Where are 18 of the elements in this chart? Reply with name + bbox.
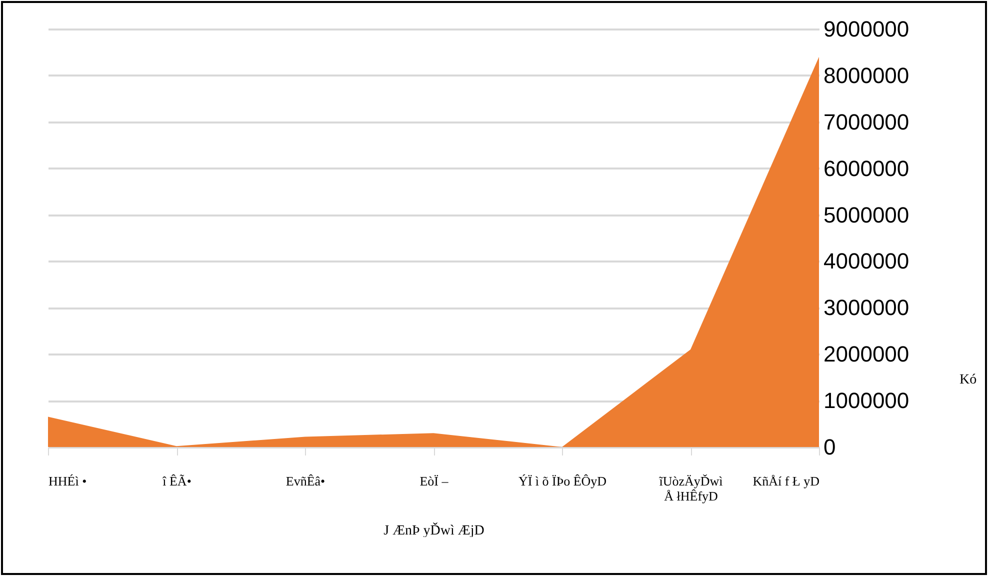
y-tick-label: 5000000 xyxy=(824,202,910,228)
y-tick-label: 4000000 xyxy=(824,248,910,274)
y-tick-label: 8000000 xyxy=(824,62,910,88)
x-tick-label: EvñÊâ• xyxy=(286,474,326,488)
y-tick-label: 7000000 xyxy=(824,109,910,134)
y-tick-label: 2000000 xyxy=(824,342,910,367)
x-tick-label: HHÉì • xyxy=(48,474,87,488)
x-tick-label: î ÊÃ• xyxy=(162,474,192,488)
y-tick-label: 6000000 xyxy=(824,156,910,181)
y-tick-label: 1000000 xyxy=(824,388,910,414)
y-tick-label: 0 xyxy=(824,434,836,460)
x-tick-label: ĩUòzÄyĎwì Å łHÊfyD xyxy=(658,474,724,504)
y-tick-label: 3000000 xyxy=(824,295,910,320)
x-tick-label: ÝÏ ì õ ÏÞo ÊÔyD xyxy=(518,474,607,488)
y-tick-label: 9000000 xyxy=(824,16,910,42)
x-tick-label: EòÏ – xyxy=(420,474,449,488)
x-tick-label: KñÅí f Ł yD xyxy=(752,474,820,488)
y-axis-title: Kó xyxy=(960,372,977,388)
